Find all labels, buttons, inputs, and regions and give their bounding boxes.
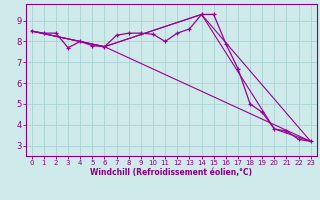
X-axis label: Windchill (Refroidissement éolien,°C): Windchill (Refroidissement éolien,°C) [90, 168, 252, 177]
